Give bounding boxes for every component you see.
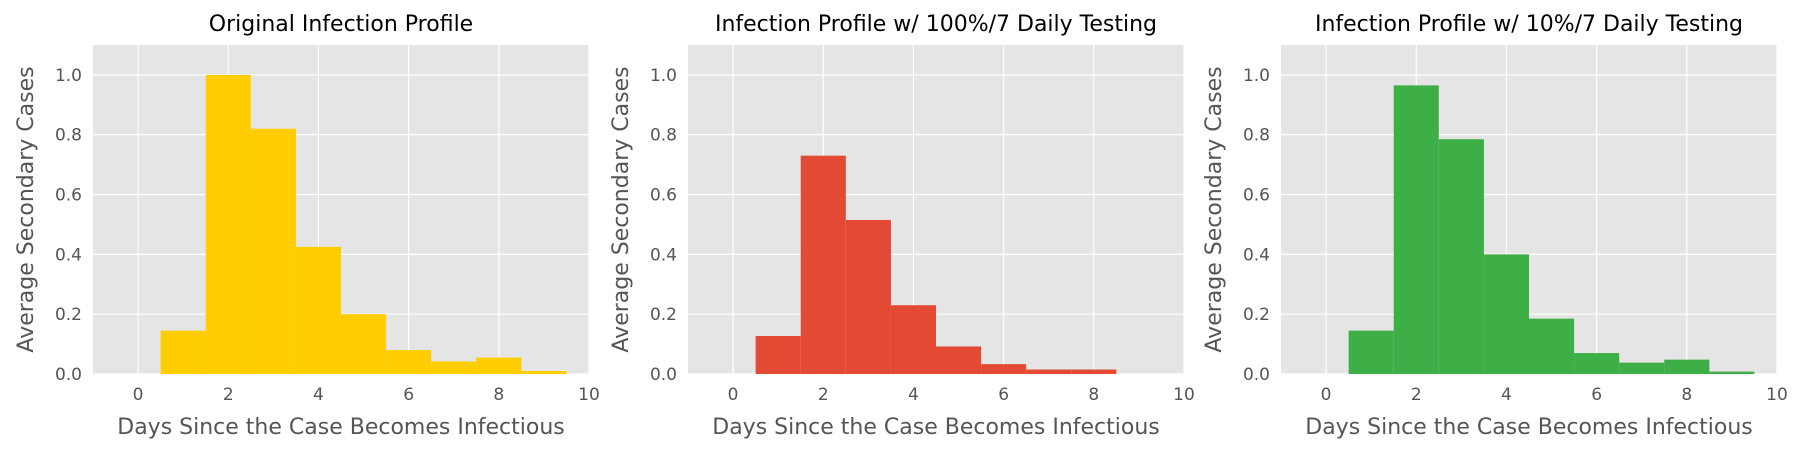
x-tick-label: 0 bbox=[728, 385, 739, 405]
bar bbox=[521, 371, 567, 374]
bar bbox=[1619, 362, 1665, 374]
x-tick-label: 6 bbox=[998, 385, 1009, 405]
x-tick-label: 8 bbox=[493, 385, 504, 405]
bar bbox=[250, 128, 296, 374]
x-axis-label: Days Since the Case Becomes Infectious bbox=[712, 415, 1160, 440]
y-tick-label: 0.6 bbox=[650, 186, 677, 206]
y-tick-label: 0.8 bbox=[55, 126, 82, 146]
y-axis-label: Average Secondary Cases bbox=[14, 66, 39, 352]
bar bbox=[890, 305, 936, 374]
y-tick-label: 0.0 bbox=[650, 365, 677, 385]
bar bbox=[160, 330, 206, 374]
y-tick-label: 0.6 bbox=[1243, 186, 1270, 206]
chart-title: Original Infection Profile bbox=[209, 12, 473, 37]
x-tick-label: 0 bbox=[1321, 385, 1332, 405]
bar bbox=[845, 219, 891, 374]
bar bbox=[1709, 371, 1755, 374]
x-tick-label: 2 bbox=[1411, 385, 1422, 405]
x-tick-label: 4 bbox=[313, 385, 324, 405]
bar bbox=[981, 364, 1027, 374]
y-tick-labels: 0.0 0.2 0.4 0.6 0.8 1.0 bbox=[55, 66, 82, 385]
bar bbox=[431, 361, 477, 374]
bar bbox=[1574, 353, 1620, 374]
bar bbox=[1071, 369, 1117, 374]
bars bbox=[755, 155, 1117, 374]
chart-panel-3: 0 2 4 6 8 10 0.0 0.2 0.4 0.6 0.8 1.0 Infection Profi… bbox=[1202, 12, 1788, 440]
y-tick-label: 0.4 bbox=[1243, 245, 1270, 265]
x-tick-label: 2 bbox=[223, 385, 234, 405]
bar bbox=[1483, 254, 1529, 374]
bar bbox=[1438, 139, 1484, 374]
x-tick-label: 8 bbox=[1088, 385, 1099, 405]
x-tick-label: 6 bbox=[403, 385, 414, 405]
chart-panel-2: 0 2 4 6 8 10 0.0 0.2 0.4 0.6 0.8 1.0 Infection Profi… bbox=[609, 12, 1195, 440]
bar bbox=[1664, 359, 1710, 374]
bar bbox=[341, 314, 387, 374]
y-axis-label: Average Secondary Cases bbox=[1202, 66, 1227, 352]
x-tick-label: 8 bbox=[1681, 385, 1692, 405]
chart-panel-1: 0 2 4 6 8 10 0.0 0.2 0.4 0.6 0.8 1.0 Original Infect… bbox=[14, 12, 600, 440]
x-tick-label: 10 bbox=[578, 385, 600, 405]
y-tick-label: 0.0 bbox=[1243, 365, 1270, 385]
x-tick-labels: 0 2 4 6 8 10 bbox=[728, 385, 1195, 405]
bar bbox=[936, 346, 982, 374]
x-tick-label: 4 bbox=[1501, 385, 1512, 405]
y-tick-label: 0.4 bbox=[650, 245, 677, 265]
chart-title: Infection Profile w/ 100%/7 Daily Testin… bbox=[715, 12, 1157, 37]
bars bbox=[1348, 85, 1755, 375]
bar bbox=[205, 74, 251, 374]
bar bbox=[386, 350, 432, 374]
x-tick-label: 0 bbox=[133, 385, 144, 405]
x-tick-label: 4 bbox=[908, 385, 919, 405]
y-tick-label: 0.8 bbox=[650, 126, 677, 146]
bar bbox=[1348, 330, 1394, 374]
y-tick-labels: 0.0 0.2 0.4 0.6 0.8 1.0 bbox=[650, 66, 677, 385]
x-tick-label: 2 bbox=[818, 385, 829, 405]
y-tick-label: 0.8 bbox=[1243, 126, 1270, 146]
y-tick-label: 1.0 bbox=[1243, 66, 1270, 86]
x-tick-labels: 0 2 4 6 8 10 bbox=[1321, 385, 1788, 405]
x-tick-label: 6 bbox=[1591, 385, 1602, 405]
bar bbox=[476, 357, 522, 374]
bar bbox=[295, 246, 341, 374]
y-tick-labels: 0.0 0.2 0.4 0.6 0.8 1.0 bbox=[1243, 66, 1270, 385]
x-axis-label: Days Since the Case Becomes Infectious bbox=[1305, 415, 1753, 440]
x-tick-labels: 0 2 4 6 8 10 bbox=[133, 385, 600, 405]
y-tick-label: 0.4 bbox=[55, 245, 82, 265]
y-axis-label: Average Secondary Cases bbox=[609, 66, 634, 352]
y-tick-label: 1.0 bbox=[55, 66, 82, 86]
y-tick-label: 0.0 bbox=[55, 365, 82, 385]
bar bbox=[1529, 318, 1575, 374]
bar bbox=[800, 155, 846, 374]
y-tick-label: 0.2 bbox=[650, 305, 677, 325]
bar bbox=[1026, 369, 1072, 374]
x-tick-label: 10 bbox=[1173, 385, 1195, 405]
x-axis-label: Days Since the Case Becomes Infectious bbox=[117, 415, 565, 440]
bar bbox=[1393, 85, 1439, 375]
y-tick-label: 0.2 bbox=[55, 305, 82, 325]
y-tick-label: 1.0 bbox=[650, 66, 677, 86]
x-tick-label: 10 bbox=[1766, 385, 1788, 405]
bars bbox=[160, 74, 567, 374]
y-tick-label: 0.6 bbox=[55, 186, 82, 206]
y-tick-label: 0.2 bbox=[1243, 305, 1270, 325]
bar bbox=[755, 336, 801, 374]
chart-title: Infection Profile w/ 10%/7 Daily Testing bbox=[1315, 12, 1743, 37]
